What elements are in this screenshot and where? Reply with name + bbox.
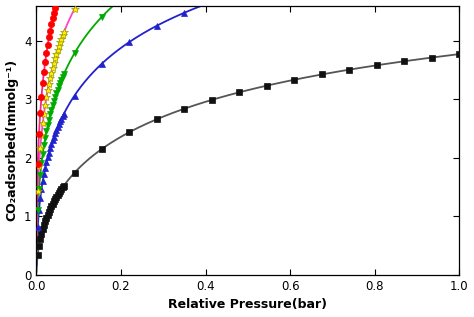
X-axis label: Relative Pressure(bar): Relative Pressure(bar): [168, 298, 328, 311]
Y-axis label: CO₂adsorbed(mmolg⁻¹): CO₂adsorbed(mmolg⁻¹): [6, 59, 18, 221]
